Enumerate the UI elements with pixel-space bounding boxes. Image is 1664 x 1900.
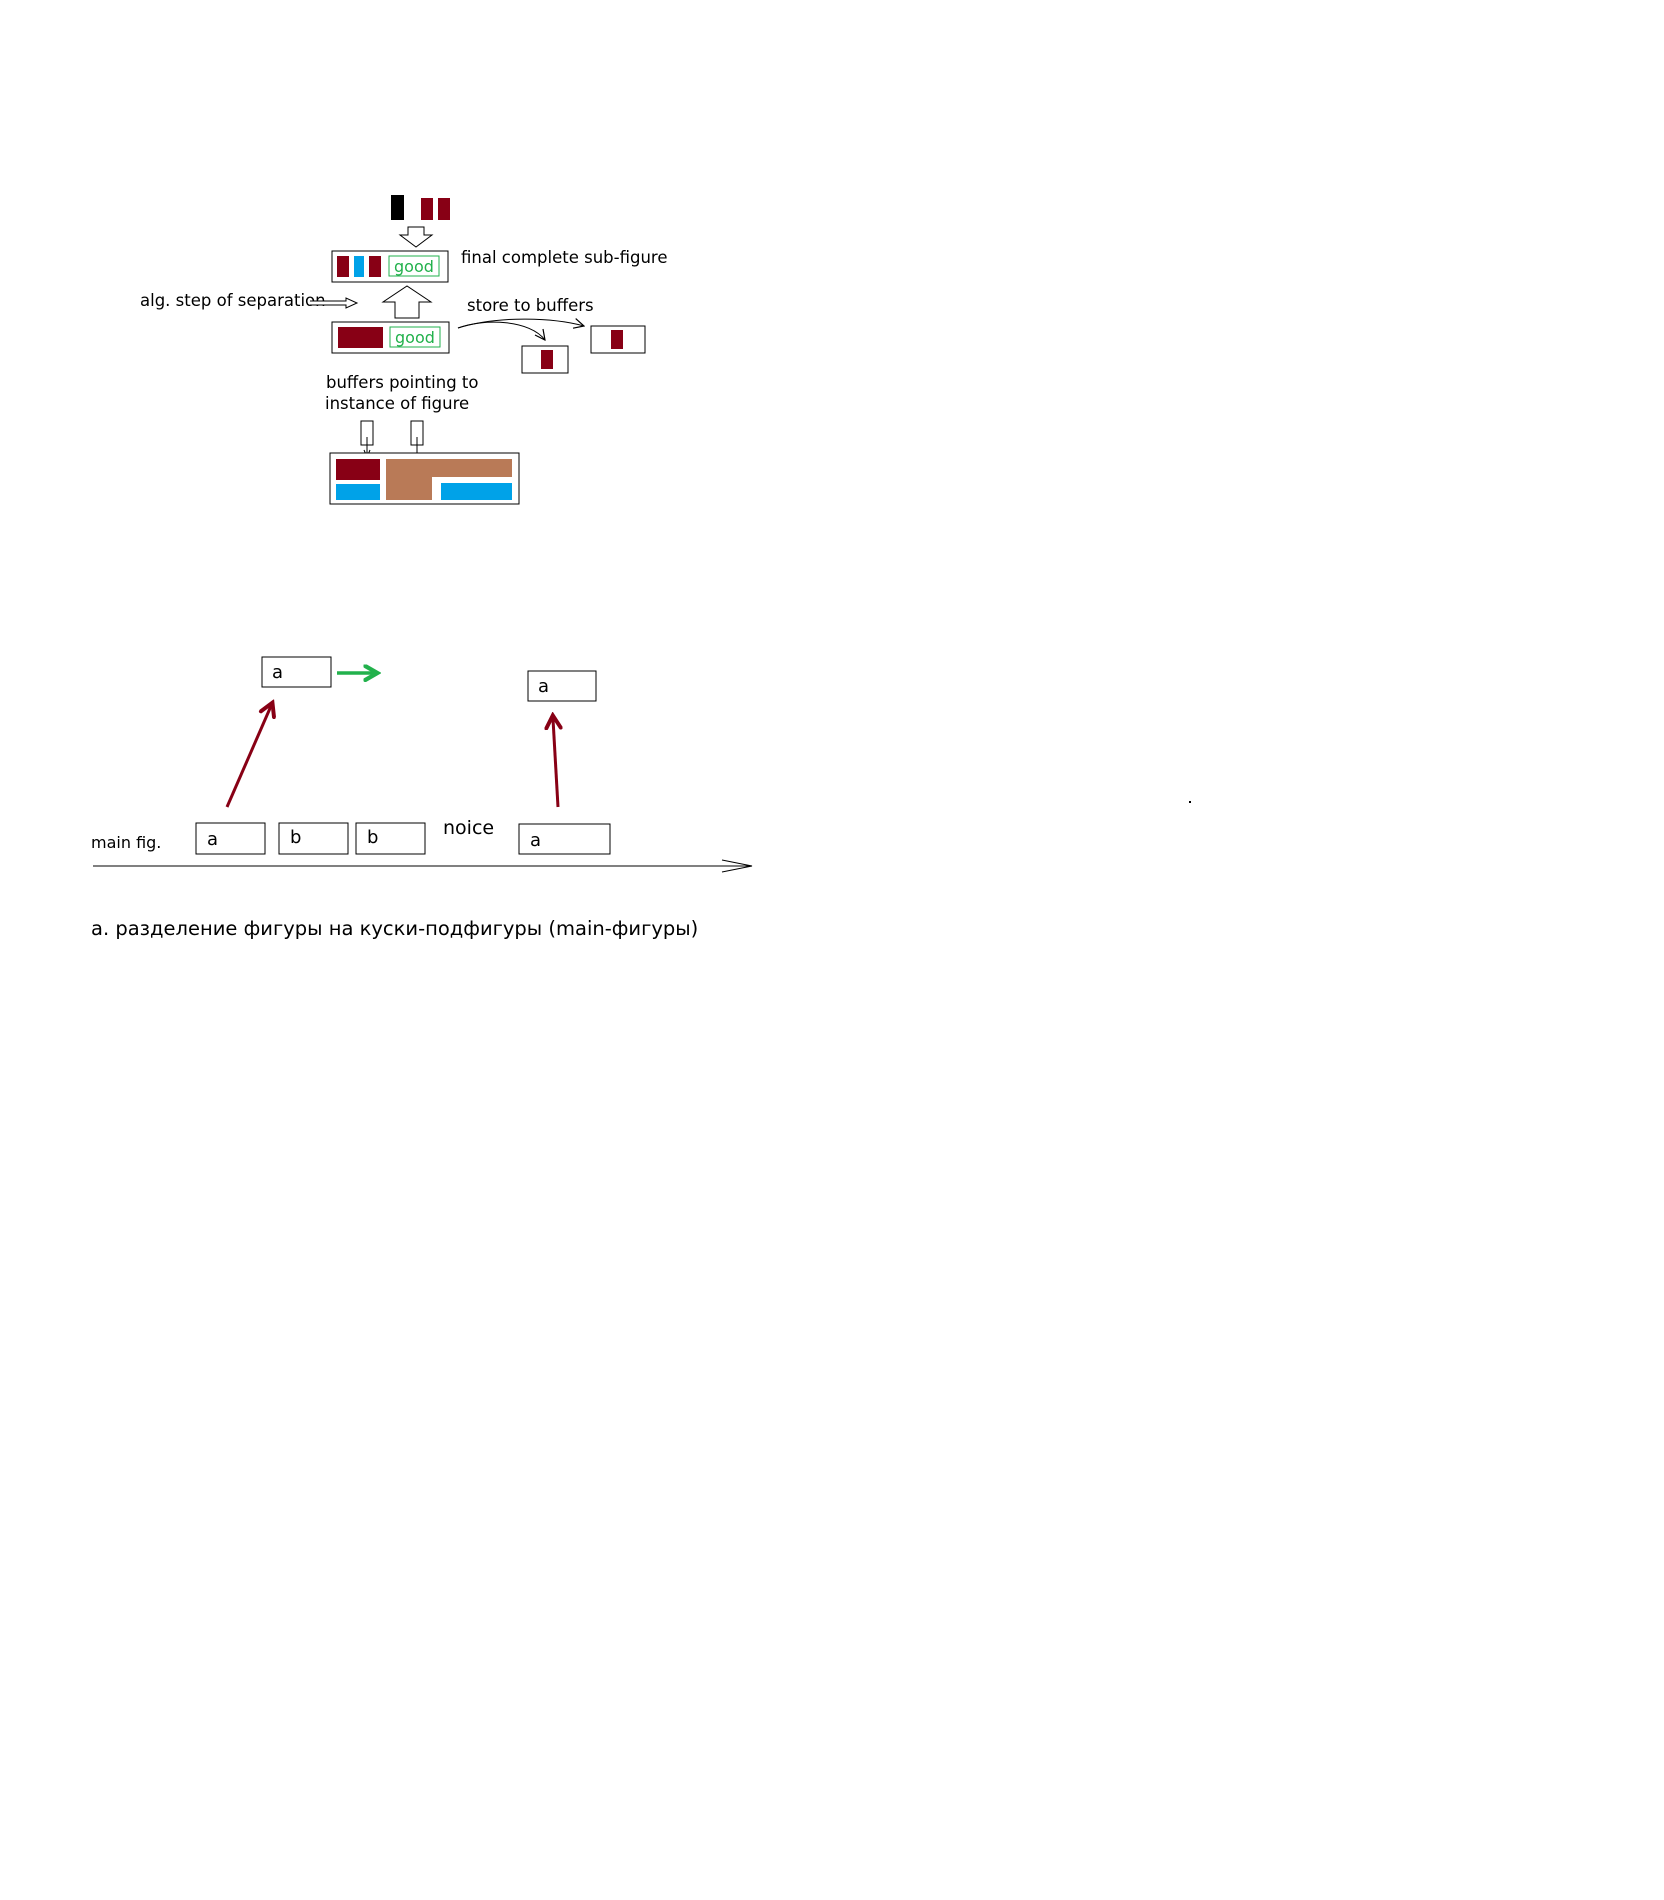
- main-box-4: [518, 823, 611, 855]
- main-box-2-label: b: [290, 827, 301, 848]
- main-box-4-label: a: [530, 830, 541, 851]
- bottom-diagram: a a main fig. a b b noice a: [91, 656, 1191, 873]
- upper-box-right: [527, 670, 597, 702]
- upper-box-left: [261, 656, 332, 688]
- up-hollow-arrow-shape: [381, 285, 433, 319]
- main-box-3: [355, 822, 426, 855]
- stray-dot: [1189, 801, 1191, 803]
- current-red-block: [338, 327, 383, 348]
- dark-red-piece-1: [421, 198, 433, 220]
- top-diagram: good final complete sub-figure alg. step…: [140, 195, 667, 505]
- final-blue-bar: [354, 256, 364, 277]
- down-hollow-arrow-icon: [398, 226, 434, 248]
- main-box-1: [195, 822, 266, 855]
- final-subfigure-label: final complete sub-figure: [461, 248, 667, 267]
- main-box-2: [278, 822, 349, 855]
- noice-label: noice: [443, 817, 494, 839]
- instance-brown-block: [386, 459, 512, 500]
- good-badge-2-label: good: [395, 328, 435, 347]
- figure-caption: a. разделение фигуры на куски-подфигуры …: [91, 917, 698, 940]
- main-box-3-label: b: [367, 827, 378, 848]
- main-fig-label: main fig.: [91, 833, 161, 852]
- timeline-arrowhead-icon: [721, 859, 753, 873]
- final-red-bar-1: [337, 256, 349, 277]
- buffers-pointing-label-line1: buffers pointing to: [326, 373, 478, 392]
- upper-box-right-label: a: [538, 676, 549, 697]
- instance-blue-block-left: [336, 484, 380, 500]
- store-curve-arrow-2: [457, 319, 584, 328]
- alg-step-arrow-icon: [310, 297, 359, 309]
- upper-box-left-label: a: [272, 662, 283, 683]
- alg-step-label: alg. step of separation: [140, 291, 326, 310]
- buffer-box-2-red: [611, 330, 623, 349]
- good-badge-2: [389, 326, 441, 348]
- store-to-buffers-label: store to buffers: [467, 296, 594, 315]
- black-piece: [391, 195, 404, 220]
- instance-red-block: [336, 459, 380, 480]
- main-box-1-label: a: [207, 829, 218, 850]
- good-badge-1-label: good: [394, 257, 434, 276]
- buffers-pointing-label-line2: instance of figure: [325, 394, 469, 413]
- final-red-bar-2: [369, 256, 381, 277]
- buffer-box-1-red: [541, 350, 553, 369]
- dark-red-piece-2: [438, 198, 450, 220]
- good-badge-1: [388, 255, 440, 277]
- red-arrow-left-icon: [225, 706, 271, 808]
- red-arrow-right-icon: [553, 719, 558, 808]
- instance-blue-block-right: [441, 483, 512, 500]
